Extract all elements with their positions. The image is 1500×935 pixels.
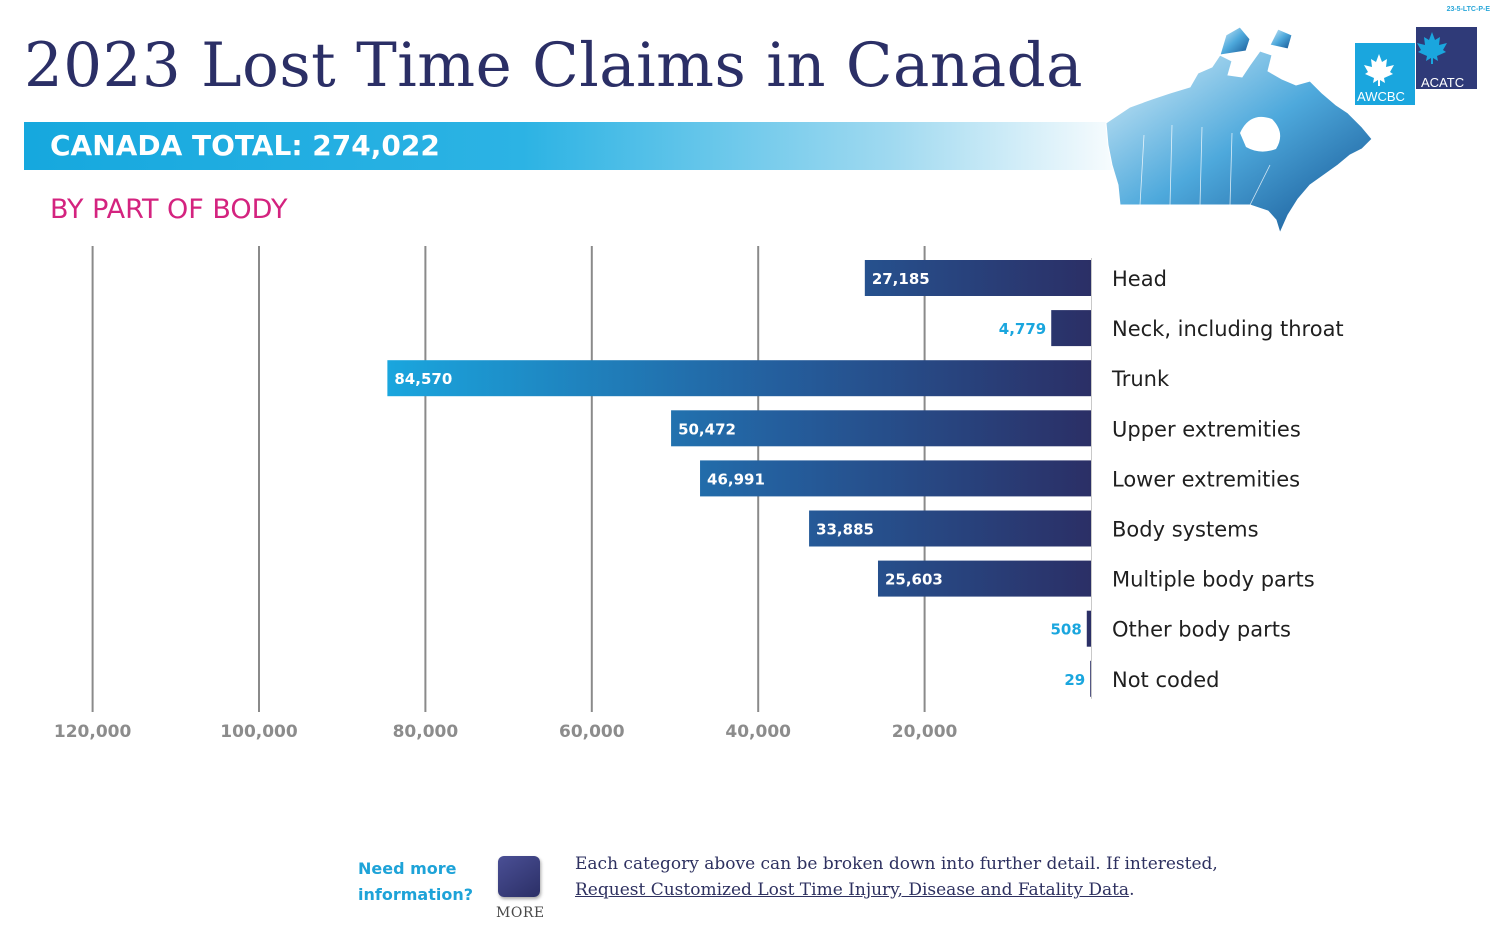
bar xyxy=(1090,660,1091,697)
category-label: Other body parts xyxy=(1112,618,1291,642)
data-label: 50,472 xyxy=(678,420,736,438)
data-label: 33,885 xyxy=(816,521,874,539)
category-label: Not coded xyxy=(1112,668,1219,692)
category-label: Body systems xyxy=(1112,518,1259,542)
bar xyxy=(671,410,1091,447)
logo-text-acatc: ACATC xyxy=(1421,75,1465,90)
category-label: Lower extremities xyxy=(1112,467,1300,491)
data-label: 46,991 xyxy=(707,470,765,488)
document-code: 23-5-LTC-P-E xyxy=(1446,6,1490,13)
x-tick-label: 20,000 xyxy=(892,722,958,742)
data-label: 27,185 xyxy=(872,270,930,288)
page-title: 2023 Lost Time Claims in Canada xyxy=(24,30,1083,101)
bar xyxy=(1051,310,1091,347)
more-button[interactable] xyxy=(498,856,540,897)
bar xyxy=(1086,610,1091,647)
total-label: CANADA TOTAL: 274,022 xyxy=(50,129,440,162)
data-label: 4,779 xyxy=(999,320,1046,338)
awcbc-logo: AWCBC ACATC xyxy=(1355,27,1477,107)
data-label: 508 xyxy=(1050,621,1081,639)
request-data-link[interactable]: Request Customized Lost Time Injury, Dis… xyxy=(575,880,1130,900)
bar xyxy=(809,510,1091,547)
x-tick-label: 80,000 xyxy=(393,722,459,742)
footer-text: Each category above can be broken down i… xyxy=(575,851,1275,903)
category-label: Neck, including throat xyxy=(1112,317,1344,341)
chart-subtitle: BY PART OF BODY xyxy=(50,194,288,225)
x-tick-label: 120,000 xyxy=(54,722,132,742)
bar xyxy=(877,560,1091,597)
data-label: 84,570 xyxy=(394,370,452,388)
footer-link-suffix: . xyxy=(1129,880,1135,900)
data-label: 25,603 xyxy=(885,571,943,589)
maple-leaf-icon xyxy=(1364,54,1394,86)
x-tick-label: 40,000 xyxy=(725,722,791,742)
logo-left-panel: AWCBC xyxy=(1355,43,1415,105)
x-tick-label: 100,000 xyxy=(220,722,298,742)
category-label: Multiple body parts xyxy=(1112,568,1315,592)
data-label: 29 xyxy=(1064,671,1085,689)
total-banner: CANADA TOTAL: 274,022 xyxy=(24,122,1134,170)
bar xyxy=(387,360,1092,397)
category-label: Trunk xyxy=(1111,367,1170,391)
maple-leaf-icon xyxy=(1417,32,1447,64)
footer-description: Each category above can be broken down i… xyxy=(575,854,1218,874)
x-tick-label: 60,000 xyxy=(559,722,625,742)
more-button-label[interactable]: MORE xyxy=(496,905,545,921)
bar xyxy=(700,460,1091,497)
canada-map-icon xyxy=(1105,26,1373,235)
bar xyxy=(864,260,1091,296)
logo-right-panel: ACATC xyxy=(1416,27,1477,90)
category-label: Head xyxy=(1112,267,1167,291)
need-more-info-label: Need more information? xyxy=(358,859,473,904)
logo-text-awcbc: AWCBC xyxy=(1357,89,1405,104)
category-label: Upper extremities xyxy=(1112,417,1301,441)
